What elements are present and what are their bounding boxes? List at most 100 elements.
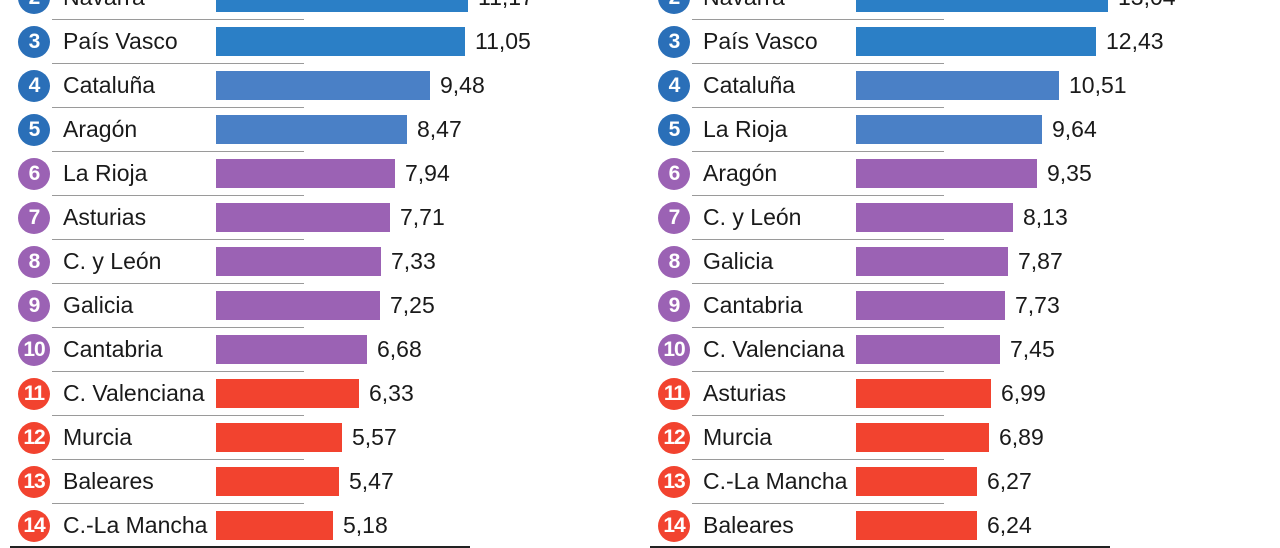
value-bar (216, 115, 407, 144)
rank-badge: 7 (658, 202, 690, 234)
row-divider (52, 195, 304, 196)
region-name: C.-La Mancha (703, 468, 848, 494)
rank-badge: 8 (658, 246, 690, 278)
region-name: C.-La Mancha (63, 512, 208, 538)
value-bar (856, 115, 1042, 144)
region-name: Murcia (63, 424, 133, 450)
row-divider (52, 283, 304, 284)
value-bar (856, 71, 1059, 100)
rank-badge: 13 (658, 466, 690, 498)
table-row: 3 País Vasco 12,43 (640, 20, 1240, 64)
table-row: 4 Cataluña 10,51 (640, 64, 1240, 108)
value-label: 7,33 (391, 248, 436, 274)
value-label: 12,43 (1106, 28, 1164, 54)
table-row: 6 La Rioja 7,94 (0, 152, 600, 196)
rank-badge: 12 (18, 422, 50, 454)
region-name: Cataluña (63, 72, 156, 98)
table-row: 13 C.-La Mancha 6,27 (640, 460, 1240, 504)
row-divider (52, 107, 304, 108)
right-ranking-chart: 2 Navarra 13,04 3 País Vasco 12,43 4 Cataluña 10… (640, 0, 1240, 548)
value-label: 7,71 (400, 204, 445, 230)
rank-badge: 5 (18, 114, 50, 146)
table-row: 14 Baleares 6,24 (640, 504, 1240, 548)
value-bar (856, 203, 1013, 232)
value-label: 5,47 (349, 468, 394, 494)
region-name: Asturias (63, 204, 147, 230)
table-row: 2 Navarra 11,17 (0, 0, 600, 20)
value-bar (216, 335, 367, 364)
value-label: 5,57 (352, 424, 397, 450)
value-label: 11,05 (475, 28, 531, 54)
rank-badge: 2 (18, 0, 50, 14)
region-name: Navarra (63, 0, 145, 11)
rank-badge: 13 (18, 466, 50, 498)
rank-badge: 10 (658, 334, 690, 366)
value-bar (216, 71, 430, 100)
table-row: 11 C. Valenciana 6,33 (0, 372, 600, 416)
rank-badge: 2 (658, 0, 690, 14)
rank-badge: 3 (18, 26, 50, 58)
value-label: 6,33 (369, 380, 414, 406)
value-bar (856, 159, 1037, 188)
table-row: 5 La Rioja 9,64 (640, 108, 1240, 152)
region-name: Aragón (63, 116, 138, 142)
chart-baseline (10, 546, 470, 548)
table-row: 7 C. y León 8,13 (640, 196, 1240, 240)
region-name: C. Valenciana (63, 380, 205, 406)
value-label: 6,24 (987, 512, 1032, 538)
value-bar (856, 467, 977, 496)
row-divider (52, 151, 304, 152)
value-label: 6,27 (987, 468, 1032, 494)
region-name: Baleares (703, 512, 794, 538)
table-row: 9 Galicia 7,25 (0, 284, 600, 328)
table-row: 8 Galicia 7,87 (640, 240, 1240, 284)
rank-badge: 7 (18, 202, 50, 234)
value-label: 7,25 (390, 292, 435, 318)
chart-baseline (650, 546, 1110, 548)
table-row: 7 Asturias 7,71 (0, 196, 600, 240)
region-name: Cataluña (703, 72, 796, 98)
value-label: 5,18 (343, 512, 388, 538)
value-bar (216, 511, 333, 540)
value-bar (216, 379, 359, 408)
value-bar (856, 335, 1000, 364)
region-name: Baleares (63, 468, 154, 494)
value-label: 8,47 (417, 116, 462, 142)
row-divider (52, 63, 304, 64)
value-label: 6,89 (999, 424, 1044, 450)
table-row: 10 Cantabria 6,68 (0, 328, 600, 372)
rank-badge: 4 (18, 70, 50, 102)
table-row: 6 Aragón 9,35 (640, 152, 1240, 196)
rank-badge: 9 (18, 290, 50, 322)
rank-badge: 3 (658, 26, 690, 58)
table-row: 11 Asturias 6,99 (640, 372, 1240, 416)
rank-badge: 4 (658, 70, 690, 102)
value-bar (856, 511, 977, 540)
table-row: 5 Aragón 8,47 (0, 108, 600, 152)
row-divider (692, 503, 944, 504)
row-divider (692, 239, 944, 240)
value-bar (216, 247, 381, 276)
region-name: Galicia (63, 292, 134, 318)
table-row: 9 Cantabria 7,73 (640, 284, 1240, 328)
value-label: 9,35 (1047, 160, 1092, 186)
table-row: 4 Cataluña 9,48 (0, 64, 600, 108)
value-bar (216, 0, 468, 12)
value-bar (216, 291, 380, 320)
row-divider (692, 327, 944, 328)
table-row: 14 C.-La Mancha 5,18 (0, 504, 600, 548)
rank-badge: 5 (658, 114, 690, 146)
row-divider (52, 459, 304, 460)
rank-badge: 10 (18, 334, 50, 366)
table-row: 13 Baleares 5,47 (0, 460, 600, 504)
rank-badge: 6 (658, 158, 690, 190)
value-bar (216, 159, 395, 188)
row-divider (52, 239, 304, 240)
region-name: Cantabria (63, 336, 163, 362)
value-bar (856, 0, 1108, 12)
region-name: C. y León (703, 204, 802, 230)
rank-badge: 11 (18, 378, 50, 410)
row-divider (692, 415, 944, 416)
rank-badge: 14 (658, 510, 690, 542)
region-name: La Rioja (703, 116, 788, 142)
